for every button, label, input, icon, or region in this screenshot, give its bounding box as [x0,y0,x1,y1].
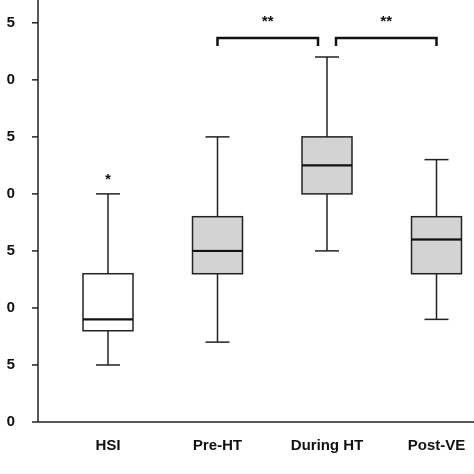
significance-bracket [216,36,320,46]
significance-bracket [334,36,438,46]
y-tick-label: 0 [7,413,15,430]
y-tick-label: 5 [7,14,15,31]
annotation: ** [262,13,274,30]
y-tick-label: 5 [7,356,15,373]
x-tick-label: Post-VE [408,437,466,454]
y-tick-label: 5 [7,242,15,259]
x-tick-label: During HT [291,437,364,454]
x-tick-label: HSI [95,437,120,454]
box [191,215,244,275]
annotation: * [105,171,111,188]
y-tick-label: 0 [7,185,15,202]
y-tick-label: 0 [7,71,15,88]
y-tick-label: 0 [7,299,15,316]
box [82,272,134,332]
y-tick-label: 5 [7,128,15,145]
annotation: ** [380,13,392,30]
x-tick-label: Pre-HT [193,437,242,454]
box [410,215,463,275]
